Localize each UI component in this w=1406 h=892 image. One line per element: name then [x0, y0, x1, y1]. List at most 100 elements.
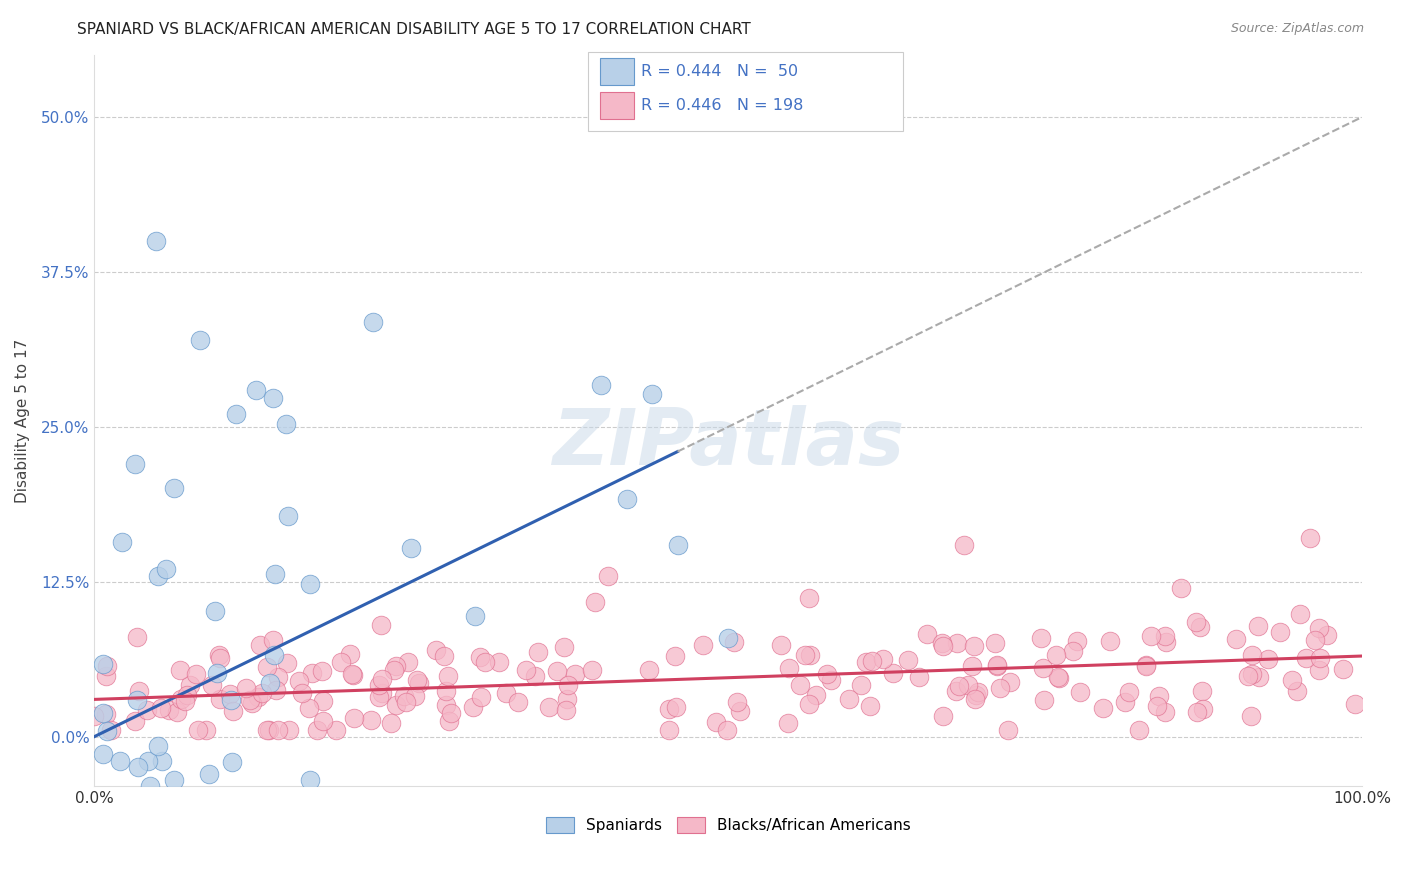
- Point: [404, 690, 426, 704]
- Point: [1154, 705, 1177, 719]
- Point: [298, 701, 321, 715]
- Point: [363, 315, 385, 329]
- Point: [1069, 685, 1091, 699]
- Point: [1187, 705, 1209, 719]
- Point: [169, 691, 191, 706]
- Point: [793, 648, 815, 662]
- Point: [963, 640, 986, 654]
- Point: [1281, 673, 1303, 687]
- Point: [658, 723, 681, 738]
- Point: [1063, 644, 1085, 658]
- Point: [311, 664, 333, 678]
- Point: [1128, 723, 1150, 738]
- Text: SPANIARD VS BLACK/AFRICAN AMERICAN DISABILITY AGE 5 TO 17 CORRELATION CHART: SPANIARD VS BLACK/AFRICAN AMERICAN DISAB…: [77, 22, 751, 37]
- Point: [1299, 532, 1322, 546]
- Point: [208, 691, 231, 706]
- Point: [312, 714, 335, 729]
- Point: [997, 723, 1019, 738]
- Point: [965, 688, 987, 702]
- Point: [127, 630, 149, 644]
- Point: [285, 820, 308, 834]
- Point: [581, 663, 603, 677]
- Point: [1066, 634, 1088, 648]
- Point: [1225, 632, 1247, 647]
- Point: [855, 655, 877, 669]
- Point: [1344, 697, 1367, 711]
- Point: [553, 640, 575, 654]
- Point: [932, 640, 955, 654]
- Point: [1098, 633, 1121, 648]
- Point: [247, 872, 270, 887]
- Point: [94, 707, 117, 722]
- Point: [312, 694, 335, 708]
- Point: [208, 648, 231, 662]
- Point: [91, 657, 114, 671]
- Point: [797, 591, 820, 605]
- Point: [263, 567, 285, 582]
- Point: [872, 651, 894, 665]
- Point: [1118, 685, 1140, 699]
- Point: [367, 690, 389, 704]
- Point: [658, 702, 681, 716]
- Point: [948, 679, 970, 693]
- Point: [124, 714, 146, 729]
- Point: [1247, 619, 1270, 633]
- Point: [370, 686, 392, 700]
- Point: [145, 234, 167, 248]
- Legend: Spaniards, Blacks/African Americans: Spaniards, Blacks/African Americans: [538, 809, 918, 840]
- Point: [966, 685, 988, 699]
- Point: [585, 595, 607, 609]
- Point: [263, 648, 285, 662]
- Point: [963, 692, 986, 706]
- Point: [897, 653, 920, 667]
- Point: [245, 383, 267, 397]
- Point: [163, 481, 186, 495]
- Point: [267, 723, 290, 738]
- Text: Source: ZipAtlas.com: Source: ZipAtlas.com: [1230, 22, 1364, 36]
- Point: [267, 670, 290, 684]
- Point: [1189, 620, 1212, 634]
- Point: [136, 754, 159, 768]
- Point: [931, 636, 953, 650]
- Point: [166, 706, 188, 720]
- Point: [150, 754, 173, 768]
- Point: [1309, 651, 1331, 665]
- Point: [433, 649, 456, 664]
- Point: [179, 678, 201, 692]
- Point: [1170, 582, 1192, 596]
- Point: [146, 568, 169, 582]
- Point: [256, 660, 278, 674]
- Point: [591, 377, 613, 392]
- Point: [181, 861, 204, 875]
- Point: [169, 664, 191, 678]
- Point: [91, 706, 114, 721]
- Point: [508, 695, 530, 709]
- Point: [461, 700, 484, 714]
- Point: [252, 686, 274, 700]
- Point: [717, 632, 740, 646]
- Point: [209, 650, 232, 665]
- Point: [1308, 621, 1330, 635]
- Point: [1185, 615, 1208, 629]
- Point: [789, 678, 811, 692]
- Point: [91, 747, 114, 761]
- Point: [110, 535, 132, 549]
- Point: [440, 706, 463, 721]
- Point: [222, 704, 245, 718]
- Point: [394, 690, 416, 704]
- Point: [249, 638, 271, 652]
- Point: [1047, 671, 1070, 685]
- Point: [820, 673, 842, 687]
- Point: [1286, 684, 1309, 698]
- Point: [125, 693, 148, 707]
- Point: [546, 664, 568, 678]
- Point: [96, 723, 118, 738]
- Point: [838, 691, 860, 706]
- Point: [238, 693, 260, 707]
- Point: [219, 693, 242, 707]
- Point: [1191, 684, 1213, 698]
- Point: [256, 723, 278, 738]
- Point: [406, 673, 429, 687]
- Point: [1303, 632, 1326, 647]
- Point: [188, 827, 211, 841]
